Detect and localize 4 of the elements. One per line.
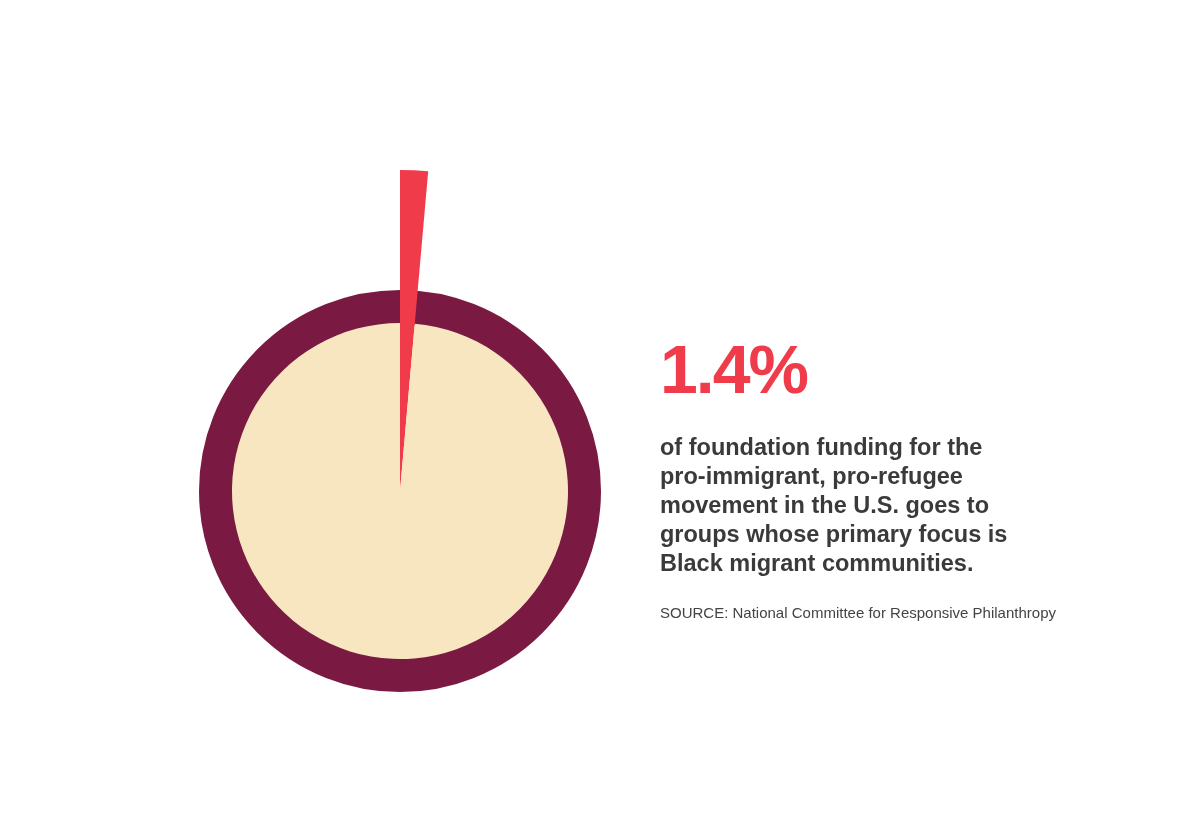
text: 1.4%: [660, 330, 807, 408]
text: of foundation funding for the pro-immigrant, pro-refugee movement in the U.S. goes to groups whose primary focus is Black migrant communities.: [660, 433, 1009, 578]
source-note: SOURCE: National Committee for Responsive Philanthropy: [660, 604, 1056, 621]
pie-slice: [232, 323, 568, 659]
